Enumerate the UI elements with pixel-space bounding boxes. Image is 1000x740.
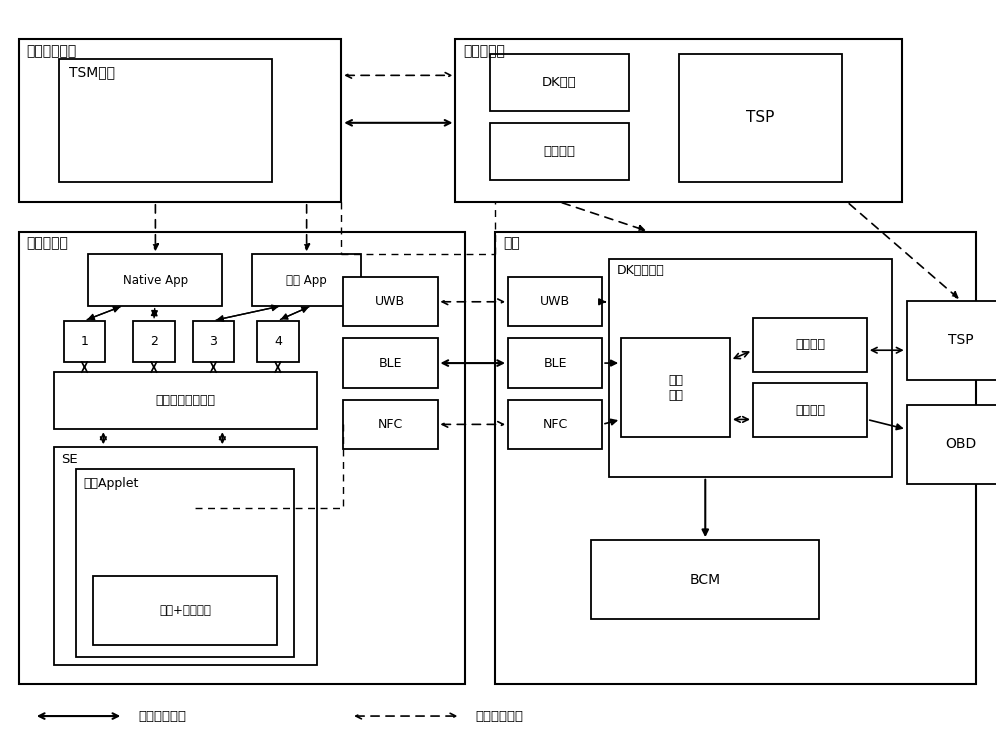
Text: 车钥匙系统服务层: 车钥匙系统服务层	[155, 394, 215, 407]
Text: 钥匙Applet: 钥匙Applet	[84, 477, 139, 490]
Text: DK管理: DK管理	[542, 75, 577, 89]
Bar	[679, 53, 842, 182]
Text: SE: SE	[61, 453, 77, 466]
Bar	[19, 38, 341, 202]
Bar	[621, 338, 730, 437]
Bar	[753, 317, 867, 372]
Text: 1: 1	[81, 334, 88, 348]
Bar	[64, 320, 105, 362]
Bar	[252, 255, 361, 306]
Text: OBD: OBD	[946, 437, 977, 451]
Text: 车端: 车端	[503, 237, 520, 251]
Bar	[76, 469, 294, 656]
Bar	[495, 232, 976, 684]
Bar	[343, 338, 438, 388]
Text: 2: 2	[150, 334, 158, 348]
Bar	[609, 259, 892, 477]
Bar	[19, 232, 465, 684]
Text: NFC: NFC	[542, 418, 568, 431]
Text: 移动设备端: 移动设备端	[26, 237, 68, 251]
Text: 密钥管理: 密钥管理	[544, 145, 576, 158]
Text: 车企服务器: 车企服务器	[463, 44, 505, 58]
Bar	[490, 123, 629, 180]
Bar	[508, 400, 602, 449]
Text: UWB: UWB	[540, 295, 570, 309]
Bar	[508, 338, 602, 388]
Text: TSP: TSP	[948, 333, 974, 347]
Bar	[907, 405, 1000, 484]
Bar	[753, 383, 867, 437]
Bar	[455, 38, 902, 202]
Bar	[54, 447, 317, 665]
Text: 3: 3	[209, 334, 217, 348]
Bar	[257, 320, 299, 362]
Text: 密钥管理: 密钥管理	[795, 338, 825, 352]
Bar	[907, 300, 1000, 380]
Bar	[343, 400, 438, 449]
Text: Native App: Native App	[123, 274, 188, 286]
Text: BLE: BLE	[379, 357, 402, 369]
Text: TSP: TSP	[746, 110, 775, 125]
Bar	[88, 255, 222, 306]
Bar	[54, 372, 317, 429]
Text: UWB: UWB	[375, 295, 405, 309]
Text: 密钥存储: 密钥存储	[795, 403, 825, 417]
Bar	[591, 540, 819, 619]
Text: BLE: BLE	[543, 357, 567, 369]
Text: 4: 4	[274, 334, 282, 348]
Text: TSM服务: TSM服务	[69, 65, 115, 79]
Text: 数字钥匙认证: 数字钥匙认证	[475, 710, 523, 722]
Text: 数字钥匙管理: 数字钥匙管理	[138, 710, 186, 722]
Bar	[133, 320, 175, 362]
Bar	[193, 320, 234, 362]
Text: 鉴权
控制: 鉴权 控制	[668, 374, 683, 402]
Bar	[490, 53, 629, 111]
Text: NFC: NFC	[378, 418, 403, 431]
Text: 移动端服务器: 移动端服务器	[26, 44, 76, 58]
Text: DK认证系统: DK认证系统	[617, 264, 665, 278]
Bar	[343, 277, 438, 326]
Bar	[59, 58, 272, 182]
Text: BCM: BCM	[690, 573, 721, 587]
Text: 业务 App: 业务 App	[286, 274, 327, 286]
Bar	[93, 576, 277, 645]
Bar	[508, 277, 602, 326]
Text: 密钥+业务数据: 密钥+业务数据	[159, 604, 211, 616]
